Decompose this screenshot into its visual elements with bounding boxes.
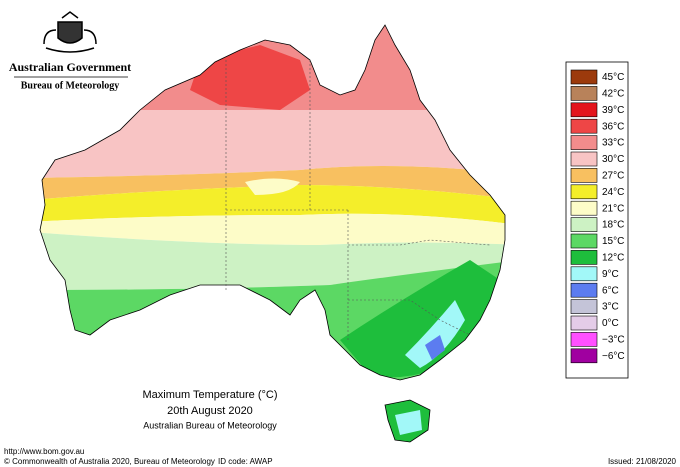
legend-label: 12°C [602, 253, 624, 264]
legend-label: 24°C [602, 187, 624, 198]
legend-label: 18°C [602, 220, 624, 231]
legend-label: 21°C [602, 203, 624, 214]
coat-of-arms [43, 11, 97, 53]
footer-url: http://www.bom.gov.au [4, 447, 84, 456]
legend-swatch [570, 266, 598, 282]
legend-label: 30°C [602, 154, 624, 165]
legend-swatch [570, 282, 598, 298]
government-name: Australian Government [9, 60, 131, 74]
legend-swatch [570, 299, 598, 314]
legend-swatch [570, 332, 598, 347]
legend-label: 36°C [602, 121, 624, 132]
legend-label: −3°C [602, 335, 625, 346]
legend-swatch [570, 250, 598, 265]
legend-label: 39°C [602, 105, 624, 116]
map-title: Maximum Temperature (°C) [142, 389, 277, 401]
legend-swatch [570, 348, 598, 364]
legend-label: 15°C [602, 236, 624, 247]
legend-label: 33°C [602, 138, 624, 149]
legend-swatch [570, 86, 598, 101]
legend-swatch [570, 184, 598, 200]
legend-label: 42°C [602, 89, 624, 100]
legend-label: 3°C [602, 302, 619, 313]
legend-swatch [570, 315, 598, 331]
legend: 45°C 42°C 39°C 36°C 33°C 30°C 27°C 24°C 21°C 18°C… [570, 69, 625, 364]
footer-copyright: © Commonwealth of Australia 2020, Bureau… [4, 457, 215, 466]
legend-label: 9°C [602, 269, 619, 280]
legend-label: 45°C [602, 72, 624, 83]
legend-swatch [570, 118, 598, 134]
footer-issued: Issued: 21/08/2020 [608, 457, 677, 466]
agency-name: Bureau of Meteorology [21, 80, 120, 91]
map-source: Australian Bureau of Meteorology [143, 420, 277, 430]
legend-swatch [570, 102, 598, 118]
legend-swatch [570, 233, 598, 249]
legend-swatch [570, 69, 598, 85]
legend-swatch [570, 135, 598, 150]
state-borders [225, 60, 491, 340]
footer-id: ID code: AWAP [218, 457, 273, 466]
map-date: 20th August 2020 [167, 405, 253, 417]
legend-swatch [570, 217, 598, 232]
legend-label: 6°C [602, 285, 619, 296]
legend-swatch [570, 151, 598, 167]
legend-swatch [570, 168, 598, 183]
legend-label: 27°C [602, 171, 624, 182]
legend-swatch [570, 200, 598, 216]
legend-label: −6°C [602, 351, 625, 362]
legend-label: 0°C [602, 318, 619, 329]
coastline [39, 24, 506, 443]
